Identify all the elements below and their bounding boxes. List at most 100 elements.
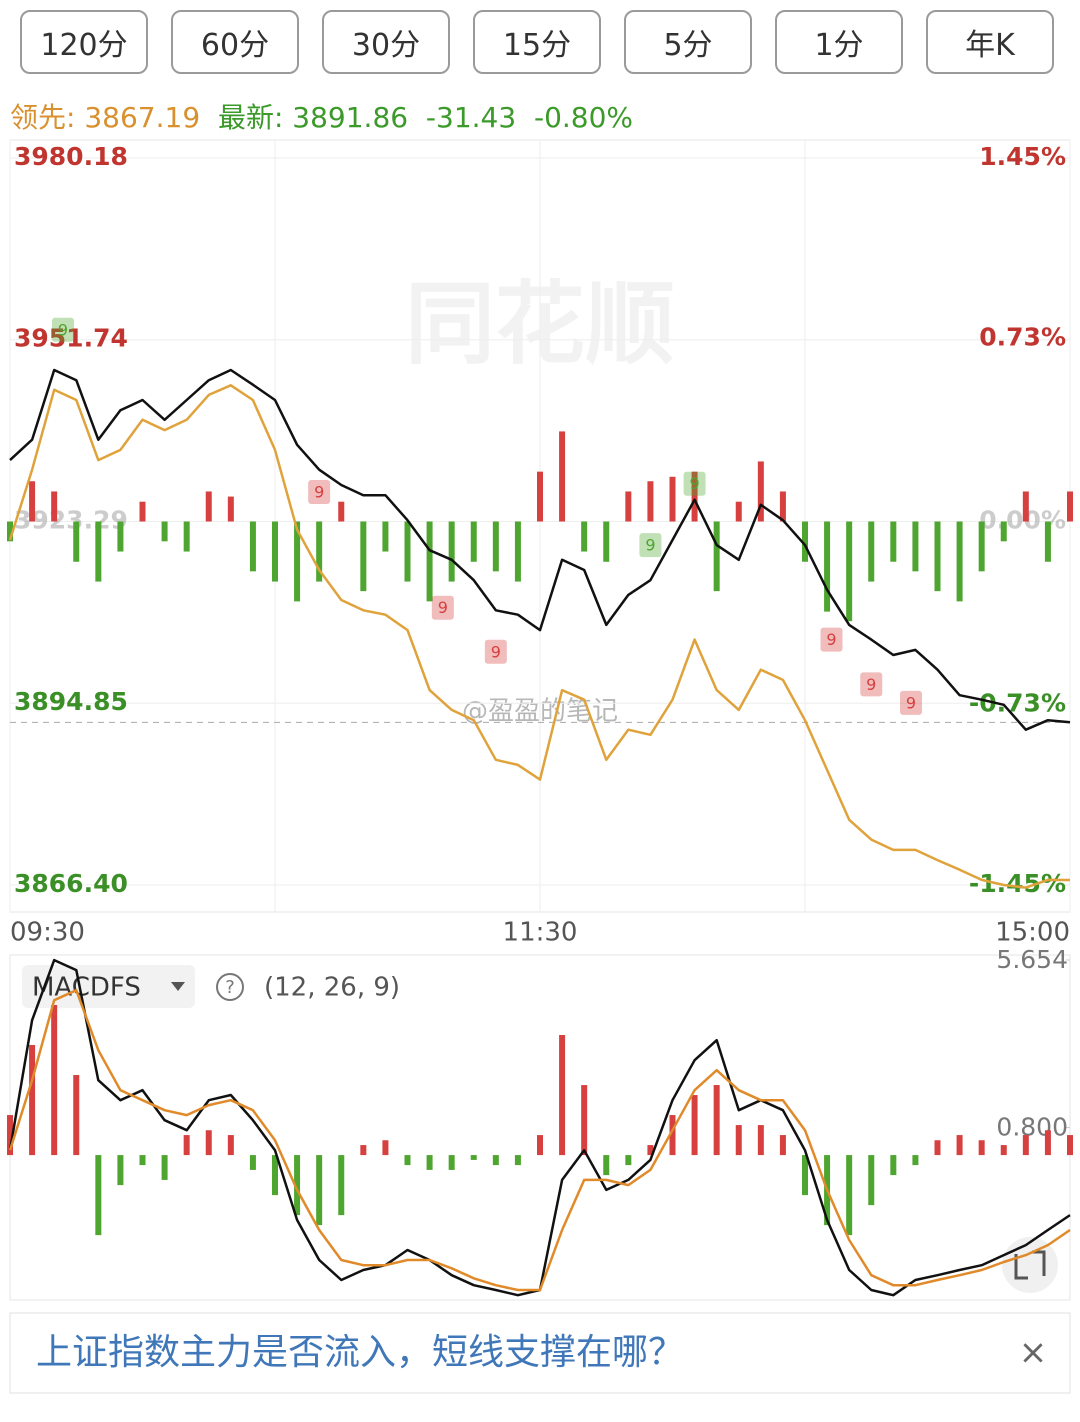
bar	[912, 521, 919, 572]
bar	[426, 521, 433, 602]
signal-label: 9	[826, 630, 836, 649]
signal-badge	[860, 672, 883, 697]
bar	[404, 1155, 411, 1166]
signal-badge	[639, 533, 662, 558]
banner-text: 上证指数主力是否流入，短线支撑在哪？	[36, 1332, 684, 1373]
series-line	[9, 368, 1071, 731]
period-tab[interactable]: 120分	[20, 10, 148, 74]
bar	[514, 1155, 521, 1166]
bar	[559, 1035, 566, 1156]
bar	[1044, 1130, 1051, 1156]
bar	[382, 521, 389, 552]
bar	[779, 1135, 786, 1156]
bar	[713, 1085, 720, 1156]
bar	[537, 1135, 543, 1156]
x-tick-label: 09:30	[10, 918, 85, 948]
bar	[272, 521, 278, 582]
bar	[1067, 491, 1073, 522]
bar	[1000, 521, 1007, 542]
bar	[183, 1135, 190, 1156]
x-tick-label: 15:00	[995, 918, 1070, 948]
bar	[625, 491, 632, 522]
bar	[713, 521, 720, 592]
bar	[205, 1130, 212, 1156]
series-line	[8, 988, 1071, 1292]
bar	[73, 1075, 80, 1156]
bar	[360, 521, 367, 592]
bar	[272, 1155, 278, 1196]
signal-label: 9	[438, 598, 448, 617]
series-line	[8, 958, 1071, 1297]
bar	[161, 1155, 168, 1180]
period-tab[interactable]: 30分	[322, 10, 450, 74]
bar	[537, 471, 543, 522]
y-tick-label: 3894.85	[14, 687, 128, 716]
bar	[404, 521, 411, 582]
period-tab[interactable]: 5分	[624, 10, 752, 74]
bar	[470, 1155, 477, 1160]
banner-close[interactable]: ×	[1019, 1333, 1048, 1373]
bar	[227, 1135, 234, 1156]
bar	[51, 491, 58, 522]
bar	[249, 521, 256, 572]
y2-tick-label: 0.00%	[979, 506, 1066, 535]
bar	[205, 491, 212, 522]
signal-label: 9	[866, 675, 876, 694]
bar	[448, 1155, 455, 1170]
period-tab[interactable]: 年K	[926, 10, 1054, 74]
bar	[470, 521, 477, 562]
bar	[978, 521, 985, 572]
signal-label: 9	[906, 693, 916, 712]
signal-badge	[52, 317, 74, 342]
bar	[426, 1155, 433, 1170]
signal-label: 9	[58, 320, 68, 339]
bar	[691, 1095, 698, 1156]
bar	[669, 476, 676, 522]
bar	[448, 521, 455, 582]
period-tab[interactable]: 1分	[775, 10, 903, 74]
leading-value: 3867.19	[84, 101, 201, 134]
bar	[625, 1155, 632, 1166]
bar	[1044, 521, 1051, 562]
bar	[1067, 1135, 1073, 1156]
change: -31.43	[425, 101, 517, 134]
bar	[117, 521, 124, 552]
bar	[316, 521, 323, 582]
bar	[29, 481, 36, 522]
y-tick-label: 3951.74	[14, 324, 128, 353]
y2-tick-label: -1.45%	[969, 869, 1066, 898]
indicator-select[interactable]	[22, 965, 195, 1008]
bar	[1000, 1145, 1007, 1156]
latest-label: 最新:	[217, 101, 284, 134]
signal-badge	[820, 627, 843, 652]
bar	[139, 1155, 146, 1166]
bar	[603, 1155, 610, 1176]
bar	[846, 1155, 853, 1236]
bar	[382, 1140, 389, 1156]
bar	[492, 521, 499, 572]
banner[interactable]	[9, 1312, 1071, 1394]
indicator-name: MACDFS	[32, 973, 141, 1003]
signal-badge	[431, 595, 454, 620]
bar	[7, 1115, 13, 1156]
bar	[779, 491, 786, 522]
bar	[934, 1140, 941, 1156]
bar	[868, 521, 875, 582]
signal-label: 9	[689, 474, 699, 493]
y2-tick-label: -0.73%	[969, 689, 1066, 718]
bar	[183, 521, 190, 552]
help-icon[interactable]	[216, 973, 244, 1001]
period-tab[interactable]: 15分	[473, 10, 601, 74]
bar	[95, 521, 102, 582]
period-tab[interactable]: 60分	[171, 10, 299, 74]
y2-tick-label: 0.73%	[979, 322, 1066, 351]
bar	[492, 1155, 499, 1166]
bar	[95, 1155, 102, 1236]
change-pct: -0.80%	[533, 101, 634, 134]
bar	[161, 521, 168, 542]
bar	[735, 1125, 742, 1156]
y-tick-label: 3980.18	[14, 142, 128, 171]
info-line: 领先: 3867.19 最新: 3891.86 -31.43 -0.80%	[10, 96, 633, 136]
bar	[51, 1004, 58, 1156]
